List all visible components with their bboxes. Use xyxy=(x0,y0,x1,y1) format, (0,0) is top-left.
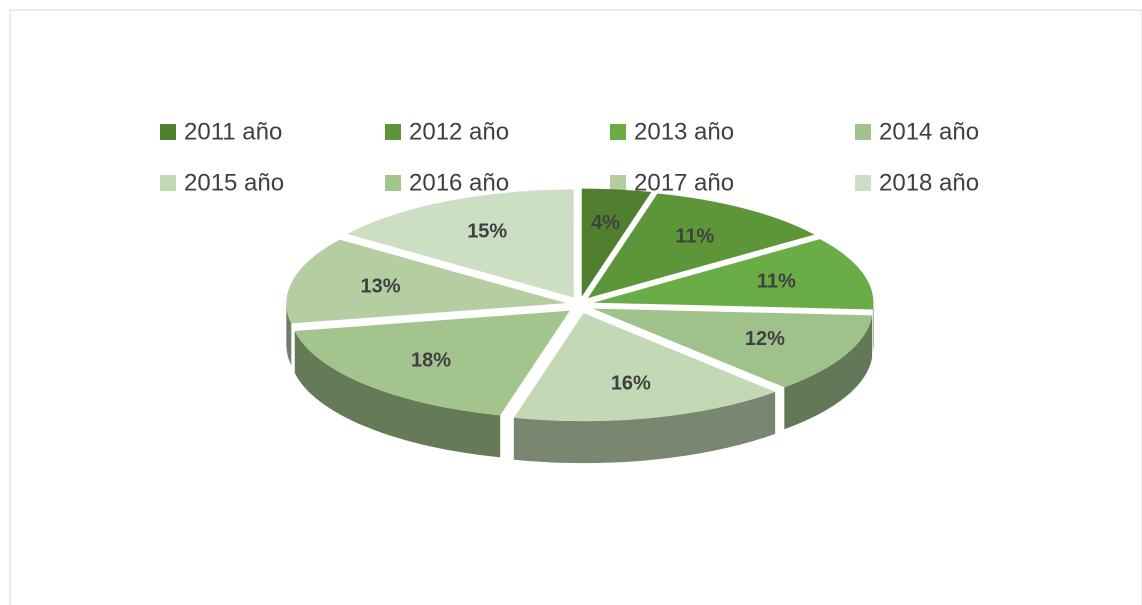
legend-label: 2011 año xyxy=(184,118,282,145)
slice xyxy=(294,310,570,416)
chart-border xyxy=(9,9,1142,605)
data-label: 4% xyxy=(591,212,620,234)
slice-side xyxy=(513,391,776,464)
data-label: 11% xyxy=(757,270,796,292)
slice xyxy=(581,188,652,297)
slice-side xyxy=(872,302,874,352)
legend-swatch xyxy=(160,175,176,191)
legend-swatch xyxy=(855,124,871,140)
data-label: 13% xyxy=(361,275,401,297)
data-label: 12% xyxy=(745,328,785,350)
slice xyxy=(593,239,874,310)
slice-side xyxy=(784,315,873,430)
slice-side xyxy=(294,330,501,458)
legend-swatch xyxy=(610,124,626,140)
slice xyxy=(592,308,873,388)
legend-swatch xyxy=(610,175,626,191)
legend-swatch xyxy=(855,175,871,191)
legend-swatch xyxy=(160,124,176,140)
legend-swatch xyxy=(385,124,401,140)
legend-label: 2012 año xyxy=(409,118,509,145)
slice xyxy=(347,189,574,298)
data-label: 15% xyxy=(467,220,507,242)
slice-side xyxy=(286,303,292,366)
data-label: 11% xyxy=(675,226,714,248)
slice xyxy=(286,239,567,324)
legend-label: 2015 año xyxy=(184,169,284,196)
legend-label: 2014 año xyxy=(879,118,979,145)
data-label: 16% xyxy=(611,373,651,395)
legend-label: 2018 año xyxy=(879,169,979,196)
legend-label: 2013 año xyxy=(634,118,734,145)
slice xyxy=(587,193,815,299)
legend-label: 2017 año xyxy=(634,169,734,196)
slice xyxy=(513,313,776,422)
legend-label: 2016 año xyxy=(409,169,509,196)
legend-swatch xyxy=(385,175,401,191)
data-label: 18% xyxy=(411,349,451,371)
